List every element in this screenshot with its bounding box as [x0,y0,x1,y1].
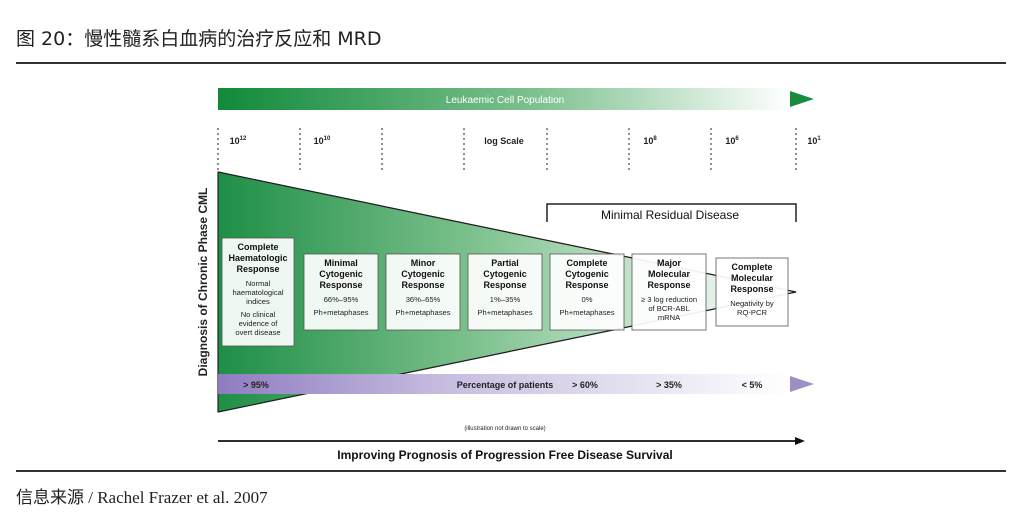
response-detail: 0% [582,295,593,304]
response-detail: indices [246,297,270,306]
response-detail: RQ-PCR [737,308,767,317]
bottom-divider [16,470,1006,472]
response-detail: Ph+metaphases [477,308,532,317]
response-detail: 1%–35% [490,295,521,304]
response-title: Complete [237,242,278,252]
response-title: Cytogenic [401,269,445,279]
response-title: Partial [491,258,519,268]
response-title: Molecular [731,273,774,283]
response-detail: 66%–95% [324,295,359,304]
response-title: Haematologic [228,253,287,263]
response-detail: evidence of [239,319,279,328]
response-box-frame [221,237,295,347]
mrd-label: Minimal Residual Disease [601,208,739,222]
scale-label: 106 [725,136,739,146]
prognosis-label: Improving Prognosis of Progression Free … [337,448,672,462]
response-title: Cytogenic [565,269,609,279]
response-detail: No clinical [241,310,276,319]
leukaemic-arrow-head [790,91,814,107]
response-box-frame [467,253,543,331]
response-detail: haematological [232,288,283,297]
scale-label: 108 [643,136,657,146]
patients-value-1: > 95% [243,380,269,390]
response-title: Cytogenic [483,269,527,279]
leukaemic-label: Leukaemic Cell Population [446,95,564,106]
response-detail: Ph+metaphases [395,308,450,317]
mrd-bracket [546,203,797,222]
patients-bar [218,374,790,394]
leukaemic-arrow-bar [218,88,790,110]
response-detail: Normal [246,279,271,288]
response-title: Response [483,280,526,290]
response-box-frame [631,253,707,331]
scale-label: 101 [807,136,821,146]
response-detail: overt disease [235,328,280,337]
response-detail: Negativity by [730,299,774,308]
response-detail: Ph+metaphases [559,308,614,317]
scale-note: (illustration not drawn to scale) [464,426,545,432]
response-title: Response [319,280,362,290]
response-title: Complete [731,262,772,272]
response-detail: mRNA [658,313,681,322]
patients-value-4: < 5% [742,380,763,390]
response-title: Molecular [648,269,691,279]
response-title: Response [647,280,690,290]
response-title: Response [565,280,608,290]
patients-value-2: > 60% [572,380,598,390]
page-title: 图 20：慢性髓系白血病的治疗反应和 MRD [16,28,382,50]
scale-label: 1010 [314,136,331,146]
prognosis-arrow-head [795,437,805,445]
response-title: Minimal [324,258,358,268]
top-divider [16,62,1006,64]
response-title: Major [657,258,682,268]
source-line: 信息来源 / Rachel Frazer et al. 2007 [16,483,268,508]
response-detail: Ph+metaphases [313,308,368,317]
response-title: Response [730,284,773,294]
scale-label: 1012 [230,136,247,146]
source-label: 信息来源 [16,488,84,508]
source-text: / Rachel Frazer et al. 2007 [84,488,268,507]
response-title: Complete [566,258,607,268]
response-title: Response [236,264,279,274]
response-title: Minor [411,258,436,268]
diagnosis-label: Diagnosis of Chronic Phase CML [196,188,210,377]
response-detail: 36%–65% [406,295,441,304]
response-title: Cytogenic [319,269,363,279]
response-box-frame [715,257,789,327]
response-detail: ≥ 3 log reduction [641,295,697,304]
response-box-frame [549,253,625,331]
patients-label: Percentage of patients [457,380,554,390]
patients-arrow-head [790,376,814,392]
patients-value-3: > 35% [656,380,682,390]
response-title: Response [401,280,444,290]
response-box-frame [385,253,461,331]
scale-label: log Scale [484,136,524,146]
response-box-frame [303,253,379,331]
response-detail: of BCR-ABL [648,304,689,313]
